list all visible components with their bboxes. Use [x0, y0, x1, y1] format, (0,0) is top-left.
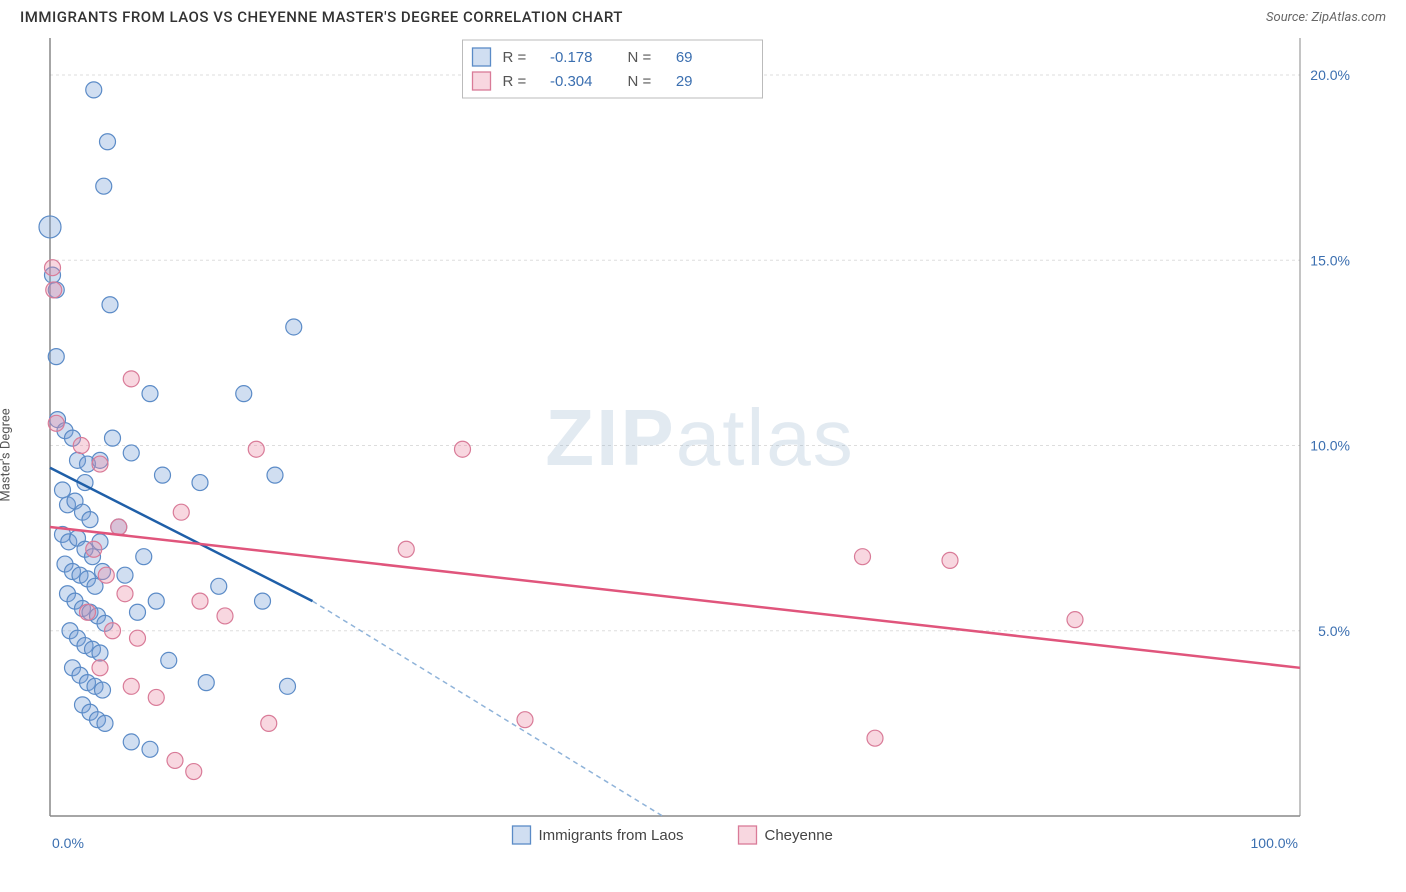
data-point-laos: [236, 386, 252, 402]
svg-text:R =: R =: [503, 73, 527, 90]
data-point-laos: [286, 319, 302, 335]
legend-swatch-cheyenne: [739, 826, 757, 844]
chart-title: IMMIGRANTS FROM LAOS VS CHEYENNE MASTER'…: [20, 8, 623, 26]
data-point-laos: [142, 741, 158, 757]
data-point-cheyenne: [86, 541, 102, 557]
data-point-laos: [100, 134, 116, 150]
data-point-laos: [123, 445, 139, 461]
data-point-cheyenne: [855, 549, 871, 565]
data-point-laos: [96, 178, 112, 194]
svg-text:N =: N =: [628, 49, 652, 66]
data-point-laos: [161, 652, 177, 668]
data-point-cheyenne: [173, 504, 189, 520]
data-point-cheyenne: [80, 604, 96, 620]
chart-header: IMMIGRANTS FROM LAOS VS CHEYENNE MASTER'…: [0, 0, 1406, 30]
data-point-laos: [148, 593, 164, 609]
data-point-cheyenne: [217, 608, 233, 624]
data-point-laos: [136, 549, 152, 565]
svg-text:N =: N =: [628, 73, 652, 90]
data-point-laos: [95, 682, 111, 698]
data-point-laos: [92, 645, 108, 661]
data-point-cheyenne: [942, 552, 958, 568]
data-point-cheyenne: [186, 764, 202, 780]
data-point-laos: [97, 715, 113, 731]
data-point-laos: [105, 430, 121, 446]
svg-text:R =: R =: [503, 49, 527, 66]
data-point-cheyenne: [1067, 612, 1083, 628]
data-point-laos: [142, 386, 158, 402]
data-point-cheyenne: [46, 282, 62, 298]
data-point-laos: [123, 734, 139, 750]
data-point-laos: [267, 467, 283, 483]
data-point-cheyenne: [123, 678, 139, 694]
data-point-cheyenne: [248, 441, 264, 457]
scatter-plot-svg: 5.0% 10.0% 15.0% 20.0% 0.0% 100.0% R = -0.178 N …: [0, 30, 1400, 880]
data-point-laos: [82, 512, 98, 528]
data-point-laos: [192, 475, 208, 491]
svg-text:10.0%: 10.0%: [1310, 438, 1350, 454]
data-point-laos: [117, 567, 133, 583]
data-point-cheyenne: [867, 730, 883, 746]
svg-text:29: 29: [676, 73, 693, 90]
y-axis-label: Master's Degree: [0, 408, 14, 501]
legend-swatch-laos: [513, 826, 531, 844]
data-point-cheyenne: [92, 456, 108, 472]
data-point-cheyenne: [105, 623, 121, 639]
data-point-cheyenne: [167, 752, 183, 768]
data-point-cheyenne: [98, 567, 114, 583]
svg-text:5.0%: 5.0%: [1318, 623, 1350, 639]
data-point-cheyenne: [192, 593, 208, 609]
legend-label-cheyenne: Cheyenne: [765, 827, 833, 844]
data-point-cheyenne: [45, 260, 61, 276]
legend-label-laos: Immigrants from Laos: [539, 827, 684, 844]
svg-text:15.0%: 15.0%: [1310, 252, 1350, 268]
data-point-laos: [255, 593, 271, 609]
data-point-cheyenne: [398, 541, 414, 557]
svg-text:100.0%: 100.0%: [1251, 835, 1298, 851]
data-point-cheyenne: [48, 415, 64, 431]
svg-text:20.0%: 20.0%: [1310, 67, 1350, 83]
data-point-laos: [280, 678, 296, 694]
data-point-laos: [48, 349, 64, 365]
data-point-cheyenne: [123, 371, 139, 387]
svg-text:-0.178: -0.178: [550, 49, 593, 66]
data-point-cheyenne: [455, 441, 471, 457]
data-point-laos: [39, 216, 61, 238]
data-point-cheyenne: [148, 689, 164, 705]
data-point-cheyenne: [92, 660, 108, 676]
svg-text:-0.304: -0.304: [550, 73, 593, 90]
data-point-laos: [130, 604, 146, 620]
svg-text:69: 69: [676, 49, 693, 66]
data-point-cheyenne: [517, 712, 533, 728]
data-point-laos: [198, 675, 214, 691]
data-point-cheyenne: [73, 438, 89, 454]
data-point-laos: [102, 297, 118, 313]
data-point-cheyenne: [117, 586, 133, 602]
svg-text:0.0%: 0.0%: [52, 835, 84, 851]
data-point-laos: [55, 482, 71, 498]
data-point-cheyenne: [111, 519, 127, 535]
data-point-laos: [86, 82, 102, 98]
data-point-cheyenne: [261, 715, 277, 731]
chart-area: Master's Degree ZIPatlas 5.0%10.0%15.0%2…: [0, 30, 1400, 880]
data-point-laos: [155, 467, 171, 483]
data-point-cheyenne: [130, 630, 146, 646]
chart-source: Source: ZipAtlas.com: [1266, 10, 1386, 25]
data-point-laos: [211, 578, 227, 594]
